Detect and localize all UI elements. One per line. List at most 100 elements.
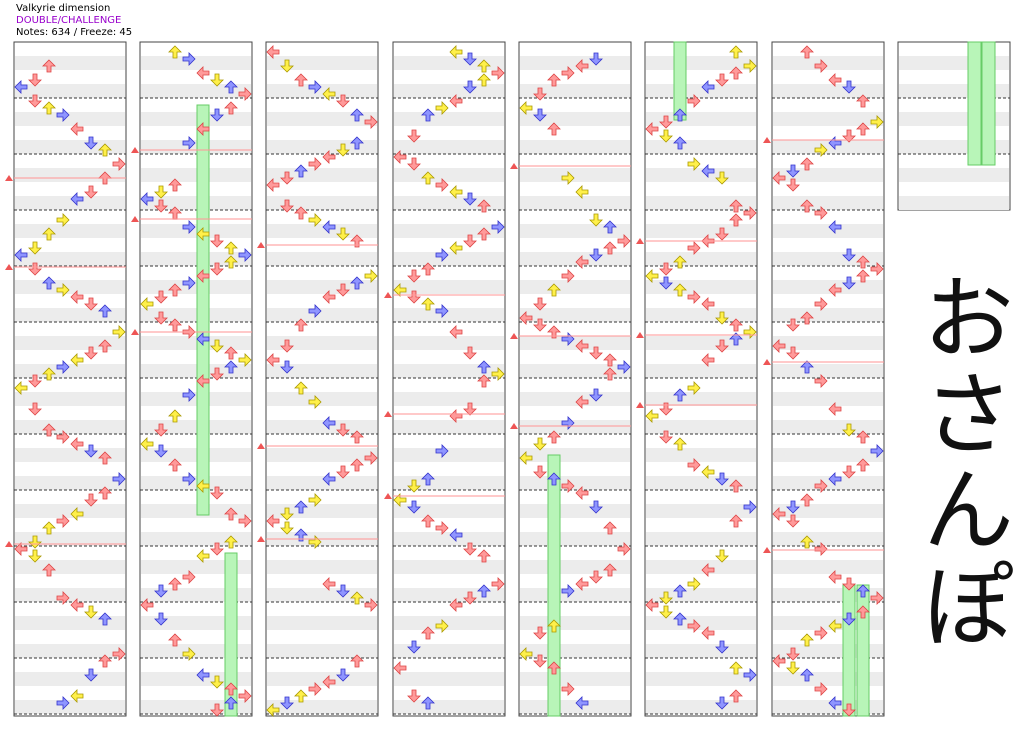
- arrow-note: [800, 199, 814, 213]
- marker-icon: [131, 147, 139, 153]
- column: [13, 41, 127, 717]
- beat-band: [394, 84, 504, 98]
- arrow-note: [687, 619, 701, 633]
- arrow-note: [687, 241, 701, 255]
- arrow-note: [294, 206, 308, 220]
- beat-band: [520, 252, 630, 266]
- arrow-note: [729, 199, 743, 213]
- arrow-note: [266, 703, 280, 717]
- beat-band: [773, 56, 883, 70]
- arrow-note: [196, 549, 210, 563]
- arrow-note: [140, 297, 154, 311]
- arrow-note: [589, 346, 603, 360]
- arrow-note: [210, 486, 224, 500]
- beat-band: [394, 56, 504, 70]
- arrow-note: [294, 381, 308, 395]
- arrow-note: [729, 661, 743, 675]
- arrow-note: [477, 59, 491, 73]
- arrow-note: [533, 318, 547, 332]
- arrow-note: [210, 262, 224, 276]
- handwriting: おさんぽ: [907, 270, 1014, 654]
- arrow-note: [238, 353, 252, 367]
- beat-band: [141, 336, 251, 350]
- beat-band: [15, 252, 125, 266]
- beat-band: [15, 532, 125, 546]
- arrow-note: [70, 437, 84, 451]
- beat-band: [15, 644, 125, 658]
- beat-band: [141, 308, 251, 322]
- arrow-note: [842, 465, 856, 479]
- beat-band: [141, 56, 251, 70]
- arrow-note: [98, 143, 112, 157]
- arrow-note: [814, 682, 828, 696]
- freeze-bar: [224, 552, 238, 717]
- beat-band: [646, 616, 756, 630]
- arrow-note: [575, 59, 589, 73]
- arrow-note: [28, 94, 42, 108]
- beat-band: [394, 252, 504, 266]
- arrow-note: [715, 227, 729, 241]
- arrow-note: [547, 430, 561, 444]
- beat-band: [267, 616, 377, 630]
- column: [518, 41, 632, 717]
- beat-band: [15, 504, 125, 518]
- beat-band: [141, 252, 251, 266]
- arrow-note: [701, 164, 715, 178]
- arrow-note: [491, 220, 505, 234]
- marker-icon: [384, 411, 392, 417]
- arrow-note: [70, 192, 84, 206]
- beat-band: [141, 560, 251, 574]
- beat-band: [773, 532, 883, 546]
- arrow-note: [70, 122, 84, 136]
- arrow-note: [519, 101, 533, 115]
- arrow-note: [336, 668, 350, 682]
- arrow-note: [673, 255, 687, 269]
- arrow-note: [435, 101, 449, 115]
- arrow-note: [112, 325, 126, 339]
- arrow-note: [786, 346, 800, 360]
- beat-band: [646, 448, 756, 462]
- arrow-note: [743, 668, 757, 682]
- arrow-note: [42, 101, 56, 115]
- arrow-note: [786, 647, 800, 661]
- beat-band: [646, 364, 756, 378]
- arrow-note: [561, 682, 575, 696]
- freeze-bar: [196, 104, 210, 516]
- beat-band: [646, 588, 756, 602]
- arrow-note: [800, 157, 814, 171]
- beat-band: [267, 364, 377, 378]
- arrow-note: [533, 437, 547, 451]
- arrow-note: [659, 276, 673, 290]
- arrow-note: [322, 87, 336, 101]
- arrow-note: [154, 199, 168, 213]
- beat-band: [141, 700, 251, 714]
- beat-band: [394, 644, 504, 658]
- arrow-note: [350, 591, 364, 605]
- arrow-note: [84, 493, 98, 507]
- arrow-note: [336, 94, 350, 108]
- beat-band: [141, 532, 251, 546]
- arrow-note: [112, 472, 126, 486]
- arrow-note: [659, 262, 673, 276]
- arrow-note: [800, 535, 814, 549]
- arrow-note: [786, 661, 800, 675]
- arrow-note: [828, 619, 842, 633]
- arrow-note: [322, 472, 336, 486]
- arrow-note: [673, 584, 687, 598]
- arrow-note: [491, 367, 505, 381]
- beat-band: [773, 336, 883, 350]
- arrow-note: [84, 297, 98, 311]
- beat-band: [646, 476, 756, 490]
- arrow-note: [800, 45, 814, 59]
- beat-band: [773, 560, 883, 574]
- arrow-note: [715, 696, 729, 710]
- beat-band: [394, 448, 504, 462]
- arrow-note: [519, 311, 533, 325]
- beat-band: [267, 560, 377, 574]
- arrow-note: [196, 332, 210, 346]
- arrow-note: [463, 52, 477, 66]
- arrow-note: [322, 416, 336, 430]
- beat-band: [773, 196, 883, 210]
- arrow-note: [856, 584, 870, 598]
- arrow-note: [224, 535, 238, 549]
